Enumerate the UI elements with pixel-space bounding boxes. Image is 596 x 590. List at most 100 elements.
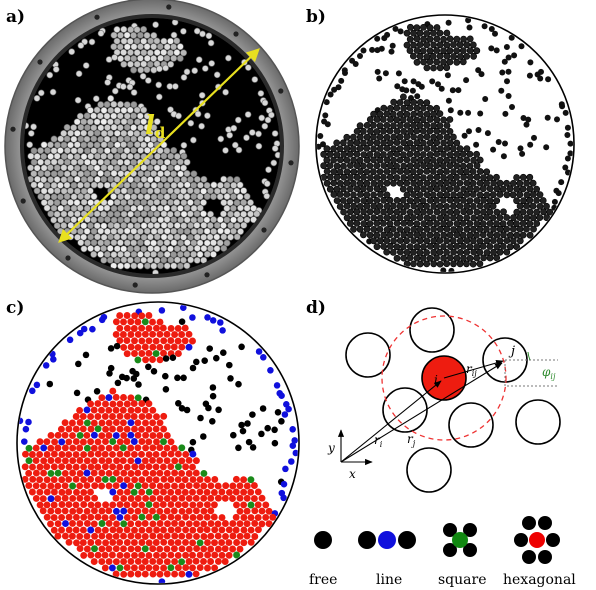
particle [123,551,131,559]
particle [94,400,102,408]
particle [50,170,58,178]
particle [416,214,424,222]
particle [130,89,138,96]
particle [506,243,514,251]
particle [473,231,480,239]
particle [226,361,233,369]
particle [182,564,190,572]
particle [406,104,414,112]
particle [479,231,487,239]
particle [36,488,44,496]
particle [98,316,106,324]
particle [200,233,208,241]
particle [450,214,457,222]
particle [210,488,218,496]
particle [247,199,254,207]
particle [72,438,80,446]
particle [180,233,188,241]
particle [76,147,84,155]
particle [323,145,331,153]
particle [403,41,411,49]
particle [83,406,91,414]
particle [430,179,438,187]
particle [70,193,78,201]
particle [178,494,186,502]
particle [150,43,158,51]
particle [70,158,78,166]
particle [200,507,208,515]
particle [140,210,148,218]
particle [90,170,98,177]
particle [476,248,484,256]
particle [189,488,196,496]
particle [526,231,534,239]
particle [473,173,481,181]
particle [36,476,44,484]
particle [180,152,188,160]
particle [70,147,78,155]
particle [376,168,384,175]
particle [356,179,364,187]
particle [133,187,141,195]
particle [110,135,118,143]
particle [198,122,205,130]
particle [147,37,155,45]
particle [108,564,116,572]
particle [123,501,131,509]
legend-hex-dot [522,550,536,564]
particle [479,243,487,250]
particle [80,198,88,206]
particle [112,419,120,426]
particle [160,37,168,45]
particle [65,438,73,446]
particle [110,31,118,39]
particle [72,413,80,420]
label-rj: rj [407,432,416,448]
particle [113,520,120,528]
particle [58,476,66,484]
particle [58,463,66,471]
particle [403,29,411,37]
particle [100,152,108,160]
particle [79,526,87,534]
particle [196,250,204,258]
particle [360,185,367,193]
particle [185,520,193,528]
particle [107,199,115,207]
neighbor-disk [448,402,494,448]
particle [120,25,128,33]
particle [473,162,481,170]
particle [443,260,451,268]
particle [373,220,381,227]
particle [138,476,146,484]
particle [210,181,218,189]
particle [456,145,464,152]
particle [123,539,131,546]
particle [456,41,464,49]
particle [82,351,90,359]
particle [123,227,131,235]
particle [116,312,124,320]
particle [131,312,139,320]
particle [100,106,108,114]
particle [39,495,47,503]
particle [449,237,457,245]
particle [120,83,127,90]
particle [562,109,569,116]
particle [178,331,186,338]
particle [363,191,371,199]
particle [265,166,272,173]
particle [140,187,148,195]
particle [370,110,377,118]
particle [160,349,167,357]
particle [102,438,109,446]
particle [226,176,234,183]
particle [360,174,367,181]
particle [50,135,58,143]
particle [235,380,242,388]
particle [110,193,118,200]
particle [353,139,361,147]
particle [436,41,444,49]
particle [450,41,457,48]
neighbor-disk [409,307,455,353]
